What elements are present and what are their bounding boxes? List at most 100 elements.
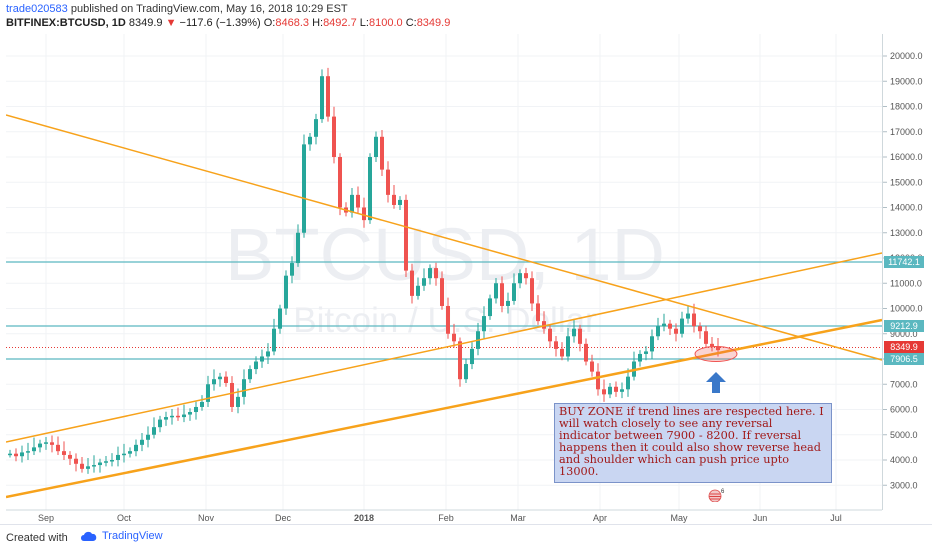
candle bbox=[170, 415, 174, 418]
buy-zone-ellipse[interactable] bbox=[694, 346, 738, 362]
candle bbox=[332, 116, 336, 157]
last-price: 8349.9 bbox=[128, 17, 163, 29]
candle bbox=[308, 136, 312, 145]
candle bbox=[362, 207, 366, 221]
ascending-trendline-upper[interactable] bbox=[6, 252, 883, 443]
time-label: 2018 bbox=[354, 513, 374, 523]
candle bbox=[128, 451, 132, 454]
price-label-11742: 11742.1 bbox=[888, 257, 920, 267]
candle bbox=[542, 321, 546, 329]
candle bbox=[560, 348, 564, 357]
trend-lines bbox=[6, 114, 883, 499]
price-tick-label: 19000.0 bbox=[890, 76, 923, 86]
price-tick-label: 20000.0 bbox=[890, 51, 923, 61]
candle bbox=[122, 453, 126, 456]
candle bbox=[188, 412, 192, 415]
candle bbox=[482, 316, 486, 332]
price-tick-label: 4000.0 bbox=[890, 455, 918, 465]
candle bbox=[146, 434, 150, 440]
time-label: Sep bbox=[38, 513, 54, 523]
time-label: May bbox=[670, 513, 688, 523]
candle bbox=[614, 386, 618, 392]
candle bbox=[8, 453, 12, 456]
candle bbox=[686, 313, 690, 319]
close-value: 8349.9 bbox=[416, 17, 451, 29]
candle bbox=[206, 384, 210, 402]
candle bbox=[434, 268, 438, 279]
candle bbox=[650, 336, 654, 352]
tradingview-logo[interactable]: TradingView bbox=[80, 530, 163, 542]
price-label-9212: 9212.9 bbox=[890, 321, 918, 331]
watermark-name: Bitcoin / U.S. Dollar bbox=[293, 301, 597, 340]
price-change: −117.6 (−1.39%) bbox=[179, 17, 261, 29]
author-link[interactable]: trade020583 bbox=[6, 3, 68, 15]
candle bbox=[590, 361, 594, 372]
candle bbox=[458, 341, 462, 380]
high-value: 8492.7 bbox=[323, 17, 357, 29]
candle bbox=[524, 273, 528, 279]
time-label: Oct bbox=[117, 513, 132, 523]
candle bbox=[584, 343, 588, 362]
footer: Created with TradingView bbox=[0, 524, 932, 551]
candle bbox=[704, 331, 708, 344]
candle bbox=[56, 444, 60, 452]
candle bbox=[326, 76, 330, 117]
candle bbox=[152, 427, 156, 435]
candle bbox=[380, 136, 384, 170]
time-axis: Sep Oct Nov Dec 2018 Feb Mar Apr May Jun… bbox=[38, 513, 842, 523]
candle bbox=[662, 323, 666, 327]
price-tick-label: 18000.0 bbox=[890, 102, 923, 112]
candle bbox=[446, 305, 450, 334]
candles bbox=[8, 67, 720, 474]
buy-zone-note[interactable]: BUY ZONE if trend lines are respected he… bbox=[554, 403, 832, 483]
candle bbox=[422, 278, 426, 286]
candle bbox=[638, 353, 642, 362]
low-value: 8100.0 bbox=[368, 17, 403, 29]
watermark-symbol: BTCUSD, 1D bbox=[225, 213, 665, 296]
candle bbox=[410, 270, 414, 296]
price-label-box bbox=[884, 341, 924, 353]
time-label: Apr bbox=[593, 513, 607, 523]
created-with-text: Created with bbox=[6, 532, 68, 544]
candle bbox=[680, 318, 684, 334]
candle bbox=[452, 333, 456, 342]
symbol-label[interactable]: BITFINEX:BTCUSD, 1D bbox=[6, 17, 126, 29]
price-label-7906: 7906.5 bbox=[890, 354, 918, 364]
candle bbox=[674, 328, 678, 334]
price-tick-label: 3000.0 bbox=[890, 480, 918, 490]
candle bbox=[296, 232, 300, 264]
price-tick-label: 11000.0 bbox=[890, 278, 922, 288]
candle bbox=[98, 462, 102, 466]
candle bbox=[518, 273, 522, 284]
candle bbox=[218, 376, 222, 380]
candle bbox=[398, 199, 402, 205]
candle bbox=[104, 461, 108, 463]
candle bbox=[110, 460, 114, 462]
price-chart[interactable]: BTCUSD, 1D Bitcoin / U.S. Dollar Sep Oct… bbox=[6, 34, 928, 524]
candle bbox=[536, 303, 540, 322]
up-arrow-icon[interactable] bbox=[706, 372, 726, 393]
candle bbox=[350, 194, 354, 213]
ohlc-line: BITFINEX:BTCUSD, 1D 8349.9 ▼ −117.6 (−1.… bbox=[6, 17, 451, 29]
candle bbox=[644, 351, 648, 354]
price-tick-label: 16000.0 bbox=[890, 152, 923, 162]
chart-header: trade020583 published on TradingView.com… bbox=[0, 0, 932, 34]
candle bbox=[272, 328, 276, 352]
price-tick-label: 5000.0 bbox=[890, 430, 918, 440]
candle bbox=[374, 136, 378, 157]
candle bbox=[176, 415, 180, 418]
time-label: Feb bbox=[438, 513, 454, 523]
ascending-trendline-lower[interactable] bbox=[6, 318, 883, 499]
candle bbox=[530, 278, 534, 304]
candle bbox=[140, 439, 144, 445]
candle bbox=[302, 144, 306, 233]
price-tick-label: 6000.0 bbox=[890, 405, 918, 415]
candle bbox=[164, 417, 168, 420]
open-value: 8468.3 bbox=[275, 17, 309, 29]
candle bbox=[230, 382, 234, 407]
descending-trendline[interactable] bbox=[6, 114, 883, 361]
candle bbox=[626, 376, 630, 390]
candle bbox=[578, 328, 582, 344]
candle bbox=[32, 447, 36, 452]
price-scale[interactable]: 20000.0 19000.0 18000.0 17000.0 16000.0 15000… bbox=[882, 34, 932, 510]
